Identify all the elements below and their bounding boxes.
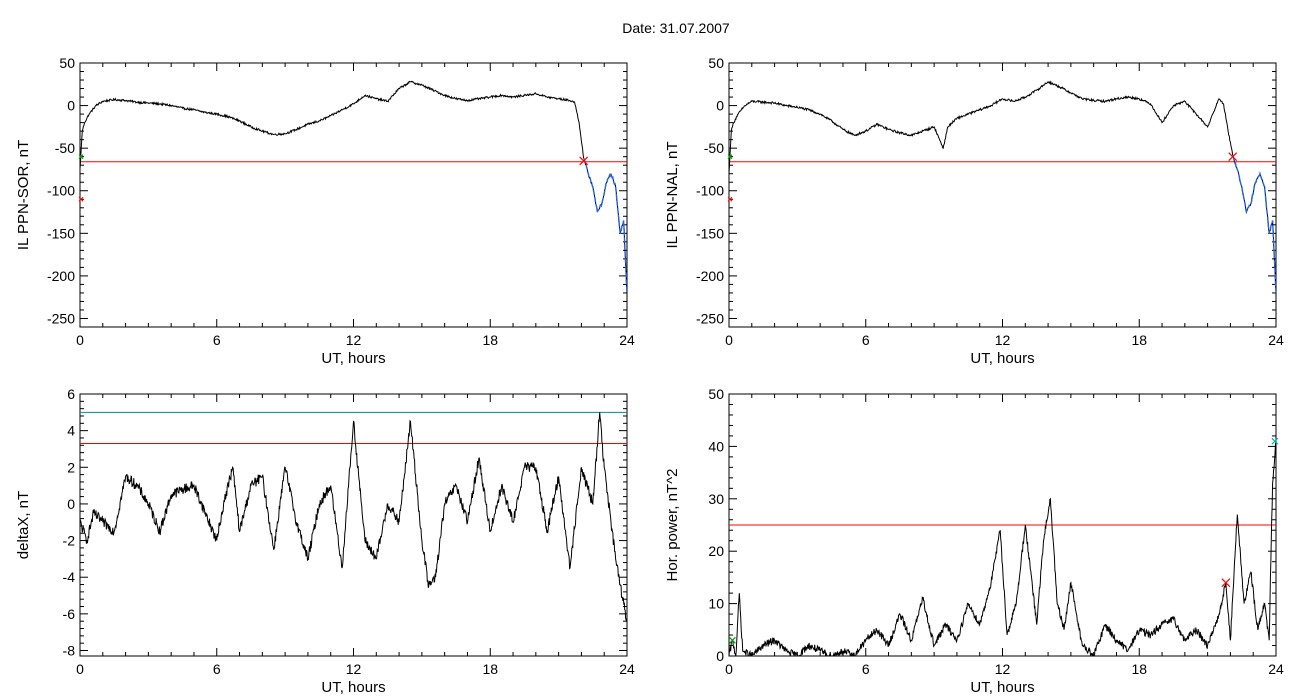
- y-tick-label: -2: [63, 533, 76, 549]
- substorm-series-line: [1232, 154, 1276, 293]
- x-tick-label: 6: [862, 332, 870, 348]
- y-tick-label: 0: [67, 98, 75, 114]
- y-tick-label: -150: [696, 225, 724, 241]
- x-tick-label: 6: [862, 661, 870, 677]
- y-tick-label: 50: [708, 55, 724, 71]
- x-axis-label: UT, hours: [970, 350, 1034, 367]
- x-tick-label: 18: [1131, 332, 1147, 348]
- data-layer: [80, 80, 627, 293]
- x-axis-label: UT, hours: [970, 679, 1034, 696]
- y-tick-label: 4: [67, 423, 75, 439]
- y-tick-label: -200: [47, 268, 75, 284]
- y-tick-label: 0: [67, 496, 75, 512]
- x-tick-label: 24: [619, 661, 635, 677]
- panel-2: 0 6 12 18 24 50 0 -50 -100 -150 -200 -250 UT, hours I…: [664, 55, 1284, 367]
- x-tick-label: 24: [1268, 332, 1284, 348]
- x-tick-label: 12: [995, 332, 1011, 348]
- y-tick-label: -6: [63, 606, 76, 622]
- x-tick-label: 18: [482, 661, 498, 677]
- edge-marker: [78, 154, 84, 160]
- y-tick-label: -100: [47, 183, 75, 199]
- substorm-series-line: [583, 158, 627, 293]
- y-tick-label: -8: [63, 643, 76, 659]
- y-tick-label: 6: [67, 386, 75, 402]
- y-axis-label: IL PPN-NAL, nT: [664, 142, 681, 249]
- y-tick-label: -50: [704, 140, 724, 156]
- y-tick-label: 2: [67, 459, 75, 475]
- y-axis-label: IL PPN-SOR, nT: [15, 140, 32, 250]
- x-tick-label: 12: [346, 332, 362, 348]
- series-line: [80, 412, 627, 624]
- data-layer: [729, 441, 1276, 656]
- x-axis-label: UT, hours: [321, 350, 385, 367]
- crossing-marker: [1221, 578, 1231, 588]
- x-tick-label: 18: [482, 332, 498, 348]
- x-tick-label: 24: [619, 332, 635, 348]
- edge-marker: [78, 196, 84, 202]
- figure-title: Date: 31.07.2007: [622, 20, 730, 36]
- panel-3: 0 6 12 18 24 6 4 2 0 -2 -4 -6 -8 UT, hours deltaX, nT: [15, 386, 635, 696]
- y-tick-label: -250: [47, 310, 75, 326]
- y-tick-label: 0: [716, 98, 724, 114]
- edge-marker: [1271, 437, 1279, 445]
- y-tick-label: 40: [708, 438, 724, 454]
- x-tick-label: 6: [213, 332, 221, 348]
- y-tick-label: -250: [696, 310, 724, 326]
- y-tick-label: -4: [63, 569, 76, 585]
- x-tick-label: 24: [1268, 661, 1284, 677]
- y-tick-label: 30: [708, 491, 724, 507]
- panel-1: 0 6 12 18 24 50 0 -50 -100 -150 -200 -250 UT, hours I…: [15, 55, 635, 367]
- x-axis-label: UT, hours: [321, 679, 385, 696]
- x-tick-label: 0: [76, 332, 84, 348]
- series-line: [80, 80, 585, 170]
- y-tick-label: 10: [708, 596, 724, 612]
- y-tick-label: 50: [59, 55, 75, 71]
- x-tick-label: 18: [1131, 661, 1147, 677]
- series-line: [729, 80, 1234, 174]
- x-tick-label: 0: [76, 661, 84, 677]
- y-tick-label: -200: [696, 268, 724, 284]
- edge-marker: [728, 636, 736, 644]
- series-line: [729, 441, 1276, 656]
- y-tick-label: 50: [708, 386, 724, 402]
- x-tick-label: 12: [346, 661, 362, 677]
- plot-frame: [728, 62, 1277, 328]
- crossing-marker: [579, 156, 589, 166]
- panel-4: 0 6 12 18 24 0 10 20 30 40 50 UT, hours Hor. power, …: [664, 386, 1284, 696]
- x-tick-label: 12: [995, 661, 1011, 677]
- edge-marker: [727, 154, 733, 160]
- x-tick-label: 6: [213, 661, 221, 677]
- y-axis-label: Hor. power, nT^2: [664, 469, 681, 582]
- y-tick-label: -150: [47, 225, 75, 241]
- y-tick-label: -50: [55, 140, 75, 156]
- data-layer: [729, 80, 1276, 293]
- y-tick-label: 0: [716, 648, 724, 664]
- crossing-marker: [1228, 152, 1238, 162]
- y-tick-label: 20: [708, 543, 724, 559]
- data-layer: [80, 411, 627, 624]
- x-tick-label: 0: [725, 332, 733, 348]
- x-tick-label: 0: [725, 661, 733, 677]
- edge-marker: [727, 196, 733, 202]
- y-tick-label: -100: [696, 183, 724, 199]
- y-axis-label: deltaX, nT: [15, 491, 32, 559]
